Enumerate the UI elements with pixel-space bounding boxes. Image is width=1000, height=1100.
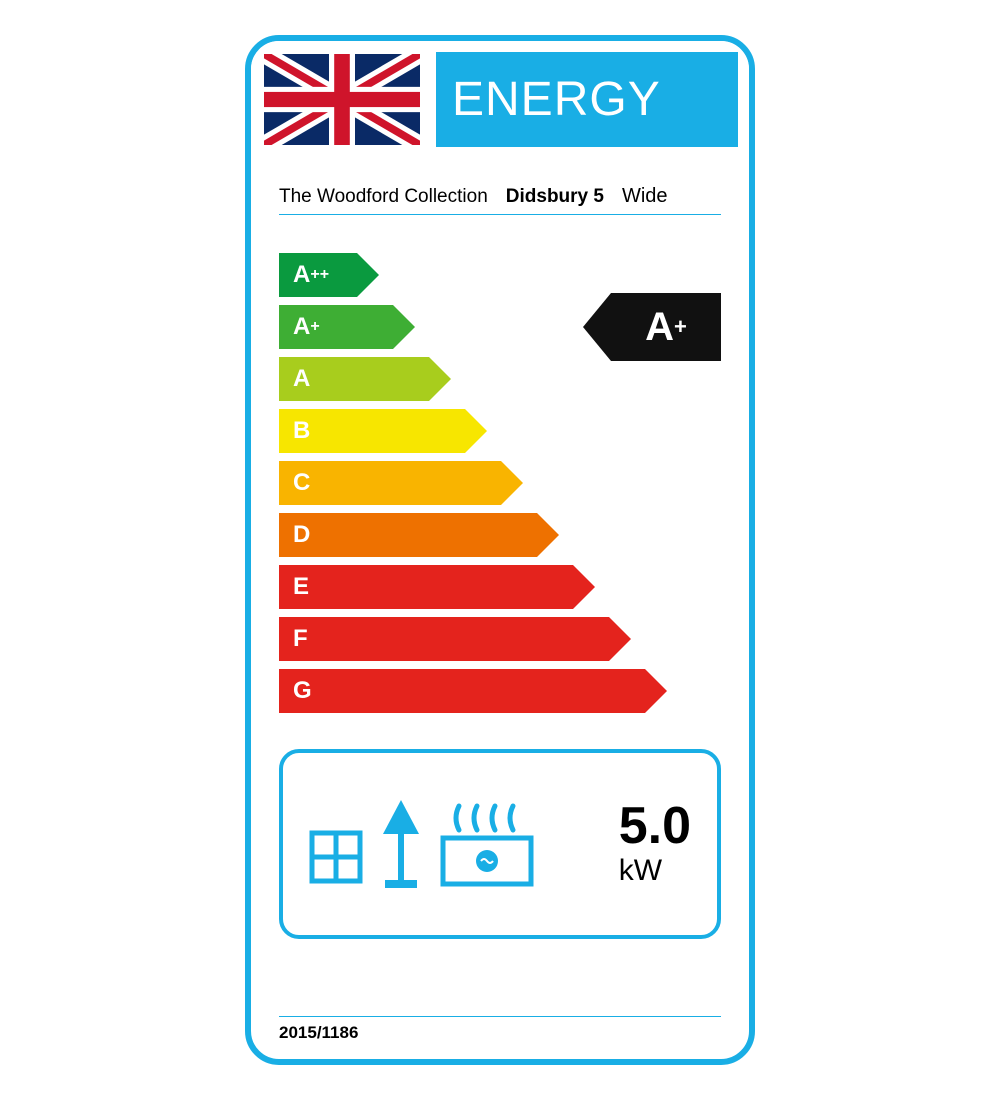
scale-arrow-tip <box>537 513 559 557</box>
regulation-footer: 2015/1186 <box>279 1016 721 1043</box>
scale-arrow-body: D <box>279 513 537 557</box>
scale-arrow-tip <box>609 617 631 661</box>
efficiency-scale: A+ A++A+ABCDEFG <box>279 253 721 721</box>
rating-badge: A+ <box>583 293 721 361</box>
product-row: The Woodford Collection Didsbury 5 Wide <box>279 185 721 215</box>
power-unit: kW <box>619 854 691 888</box>
scale-row-D: D <box>279 513 559 557</box>
scale-row-G: G <box>279 669 667 713</box>
scale-arrow-tip <box>465 409 487 453</box>
scale-arrow-body: A++ <box>279 253 357 297</box>
scale-arrow-label: A <box>293 313 310 341</box>
scale-arrow-label: G <box>293 677 312 705</box>
scale-arrow-label: B <box>293 417 310 445</box>
scale-arrow-label: A <box>293 261 310 289</box>
scale-arrow-tip <box>357 253 379 297</box>
scale-arrow-label: A <box>293 365 310 393</box>
energy-title: ENERGY <box>436 52 738 147</box>
scale-row-F: F <box>279 617 631 661</box>
scale-row-A+: A+ <box>279 305 415 349</box>
scale-arrow-body: F <box>279 617 609 661</box>
product-variant: Wide <box>622 185 668 208</box>
product-model: Didsbury 5 <box>506 186 604 208</box>
power-text: 5.0 kW <box>619 800 691 888</box>
scale-arrow-label: E <box>293 573 309 601</box>
scale-arrow-label: D <box>293 521 310 549</box>
scale-arrow-label: F <box>293 625 308 653</box>
scale-row-A++: A++ <box>279 253 379 297</box>
window-icon <box>309 830 363 892</box>
scale-arrow-body: G <box>279 669 645 713</box>
uk-flag-icon <box>262 52 422 147</box>
scale-arrow-tip <box>393 305 415 349</box>
scale-arrow-body: C <box>279 461 501 505</box>
scale-arrow-body: B <box>279 409 465 453</box>
scale-arrow-body: A+ <box>279 305 393 349</box>
scale-arrow-label: C <box>293 469 310 497</box>
stove-icon <box>439 796 535 892</box>
lamp-icon <box>381 800 421 892</box>
scale-row-B: B <box>279 409 487 453</box>
scale-arrow-tip <box>429 357 451 401</box>
rating-badge-body: A+ <box>611 293 721 361</box>
scale-arrow-tip <box>573 565 595 609</box>
product-brand: The Woodford Collection <box>279 186 488 208</box>
rating-badge-tip <box>583 293 611 361</box>
scale-row-A: A <box>279 357 451 401</box>
heater-icons <box>309 796 535 892</box>
scale-arrow-body: A <box>279 357 429 401</box>
scale-arrow-tip <box>501 461 523 505</box>
scale-row-C: C <box>279 461 523 505</box>
scale-arrow-tip <box>645 669 667 713</box>
header: ENERGY <box>251 41 749 159</box>
scale-arrow-body: E <box>279 565 573 609</box>
power-panel: 5.0 kW <box>279 749 721 939</box>
rating-label: A <box>645 305 674 350</box>
power-value: 5.0 <box>619 800 691 852</box>
energy-label-card: ENERGY The Woodford Collection Didsbury … <box>245 35 755 1065</box>
scale-row-E: E <box>279 565 595 609</box>
